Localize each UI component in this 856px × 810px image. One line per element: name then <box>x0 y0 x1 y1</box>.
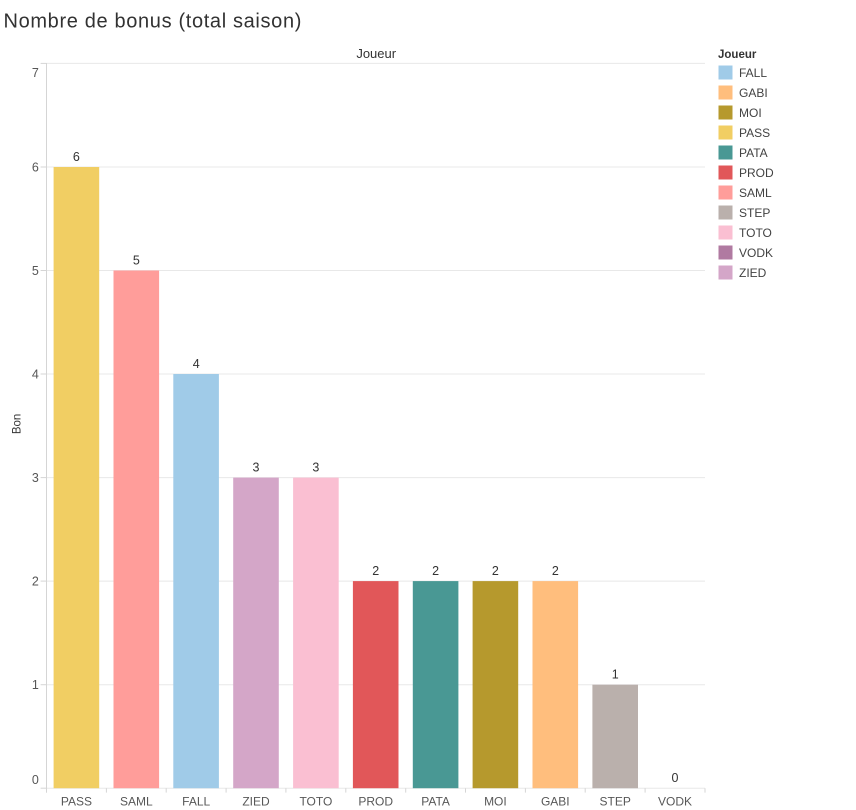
svg-text:2: 2 <box>372 564 379 578</box>
svg-text:3: 3 <box>312 460 319 474</box>
svg-text:GABI: GABI <box>739 86 768 100</box>
svg-text:VODK: VODK <box>658 795 692 809</box>
svg-text:7: 7 <box>32 66 39 80</box>
svg-text:6: 6 <box>73 150 80 164</box>
svg-text:MOI: MOI <box>739 106 762 120</box>
svg-text:PROD: PROD <box>358 795 393 809</box>
svg-text:Joueur: Joueur <box>356 46 396 61</box>
svg-text:4: 4 <box>32 368 39 382</box>
svg-text:0: 0 <box>32 773 39 787</box>
svg-text:Bon: Bon <box>11 414 23 434</box>
svg-text:MOI: MOI <box>484 795 507 809</box>
svg-text:6: 6 <box>32 161 39 175</box>
svg-text:ZIED: ZIED <box>242 795 270 809</box>
svg-text:FALL: FALL <box>182 795 210 809</box>
svg-text:Nombre de bonus (total saison): Nombre de bonus (total saison) <box>4 11 303 33</box>
svg-text:2: 2 <box>492 564 499 578</box>
svg-text:2: 2 <box>432 564 439 578</box>
svg-text:4: 4 <box>193 357 200 371</box>
svg-text:Joueur: Joueur <box>718 49 757 61</box>
svg-text:PROD: PROD <box>739 166 774 180</box>
svg-text:2: 2 <box>32 575 39 589</box>
svg-text:3: 3 <box>253 460 260 474</box>
svg-text:GABI: GABI <box>541 795 570 809</box>
svg-text:3: 3 <box>32 471 39 485</box>
svg-text:STEP: STEP <box>600 795 631 809</box>
svg-text:0: 0 <box>672 771 679 785</box>
svg-text:TOTO: TOTO <box>299 795 332 809</box>
svg-text:SAML: SAML <box>739 186 772 200</box>
svg-text:TOTO: TOTO <box>739 226 772 240</box>
svg-text:PATA: PATA <box>421 795 450 809</box>
svg-text:2: 2 <box>552 564 559 578</box>
svg-text:PASS: PASS <box>739 126 770 140</box>
svg-text:5: 5 <box>133 253 140 267</box>
svg-text:ZIED: ZIED <box>739 266 767 280</box>
svg-text:STEP: STEP <box>739 206 770 220</box>
svg-text:VODK: VODK <box>739 246 773 260</box>
svg-text:PATA: PATA <box>739 146 768 160</box>
svg-text:FALL: FALL <box>739 66 767 80</box>
svg-text:PASS: PASS <box>61 795 92 809</box>
svg-text:5: 5 <box>32 264 39 278</box>
svg-text:SAML: SAML <box>120 795 153 809</box>
svg-text:1: 1 <box>612 668 619 682</box>
svg-text:1: 1 <box>32 678 39 692</box>
